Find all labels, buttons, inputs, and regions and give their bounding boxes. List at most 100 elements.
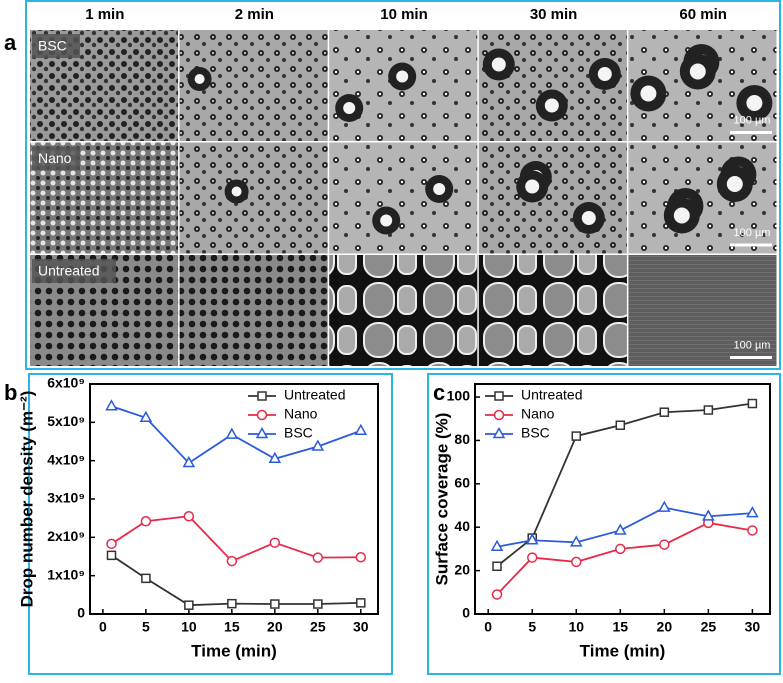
y-tick-label: 40 [454, 518, 470, 534]
marker [356, 598, 366, 608]
legend-label: Nano [521, 406, 555, 422]
y-tick-label: 5x10⁹ [47, 413, 85, 429]
large-drop-highlight [597, 67, 612, 81]
marker [105, 399, 118, 411]
marker [659, 407, 670, 417]
large-drop-highlight [433, 183, 446, 195]
marker [225, 427, 239, 439]
y-tick-label: 6x10⁹ [47, 375, 85, 391]
column-header: 1 min [85, 6, 124, 23]
x-tick-label: 15 [613, 619, 629, 635]
marker [256, 409, 268, 421]
row-label-bg [32, 34, 80, 58]
legend-label: Untreated [521, 387, 582, 403]
marker [106, 538, 117, 550]
marker [226, 555, 238, 567]
y-tick-label: 1x10⁹ [47, 566, 85, 582]
legend-label: BSC [521, 425, 550, 441]
marker [139, 410, 153, 422]
x-tick-label: 20 [657, 619, 673, 635]
row-label-bg [32, 146, 80, 171]
x-tick-label: 25 [310, 619, 326, 635]
marker [571, 556, 582, 568]
large-drop-highlight [746, 95, 763, 111]
legend-label: Untreated [284, 387, 345, 403]
large-drop-highlight [726, 176, 743, 192]
panel-a-frame [25, 0, 781, 370]
x-tick-label: 0 [484, 619, 492, 635]
micrograph [478, 142, 627, 254]
marker [313, 599, 323, 609]
x-tick-label: 5 [142, 619, 150, 635]
large-drop-highlight [689, 63, 706, 80]
marker [746, 506, 759, 518]
plot-frame [474, 383, 771, 615]
y-tick-label: 80 [454, 431, 470, 447]
marker [614, 523, 627, 535]
column-header: 10 min [380, 6, 428, 23]
large-drop-highlight [396, 70, 409, 83]
marker [492, 426, 506, 439]
x-tick-label: 30 [745, 619, 761, 635]
marker [141, 573, 151, 584]
marker [491, 589, 503, 600]
large-drop-highlight [231, 186, 242, 197]
large-drop-highlight [194, 74, 205, 84]
large-drop-highlight [380, 214, 393, 227]
x-tick-label: 20 [267, 619, 283, 635]
x-tick-label: 25 [701, 619, 717, 635]
large-drop-highlight [581, 211, 596, 225]
column-header: 60 min [679, 6, 727, 23]
panel-c-frame [427, 373, 781, 675]
x-tick-label: 30 [353, 619, 369, 635]
marker [312, 552, 324, 563]
micrograph [628, 142, 777, 254]
marker [355, 552, 367, 563]
y-axis-label: Surface coverage (%) [432, 413, 451, 586]
marker [569, 535, 583, 547]
y-tick-label: 20 [454, 561, 470, 577]
panel-label: b [4, 380, 17, 405]
marker [703, 405, 714, 415]
marker [492, 561, 502, 572]
marker [615, 543, 626, 555]
panel-b-frame [28, 373, 393, 675]
large-drop-highlight [673, 207, 690, 224]
marker [255, 426, 269, 439]
y-tick-label: 2x10⁹ [47, 528, 85, 544]
marker [140, 515, 152, 527]
micrograph [179, 255, 328, 366]
panel-label: a [4, 30, 17, 55]
micrograph [628, 255, 777, 366]
large-drop-highlight [491, 57, 506, 72]
marker [490, 539, 504, 551]
legend-label: BSC [284, 425, 313, 441]
marker [106, 550, 117, 561]
marker [747, 525, 758, 536]
row-label: Untreated [38, 263, 99, 279]
y-tick-label: 0 [77, 605, 85, 621]
x-axis-label: Time (min) [580, 641, 666, 660]
micrograph [329, 142, 478, 254]
micrograph [329, 255, 478, 366]
x-axis-label: Time (min) [191, 641, 277, 660]
large-drop-highlight [640, 85, 657, 102]
scale-bar-label: 100 µm [734, 114, 771, 126]
marker [184, 600, 194, 610]
marker [257, 391, 267, 401]
y-tick-label: 3x10⁹ [47, 490, 85, 506]
y-tick-label: 4x10⁹ [47, 451, 85, 467]
marker [354, 423, 368, 436]
marker [747, 398, 758, 409]
marker [659, 539, 670, 550]
large-drop-highlight [525, 179, 540, 194]
marker [526, 552, 538, 563]
y-tick-label: 0 [462, 605, 470, 621]
scale-bar-label: 100 µm [734, 339, 771, 351]
marker [493, 409, 505, 421]
panel-label: c [433, 380, 445, 405]
marker [311, 439, 325, 451]
x-tick-label: 10 [568, 619, 584, 635]
marker [702, 509, 715, 521]
